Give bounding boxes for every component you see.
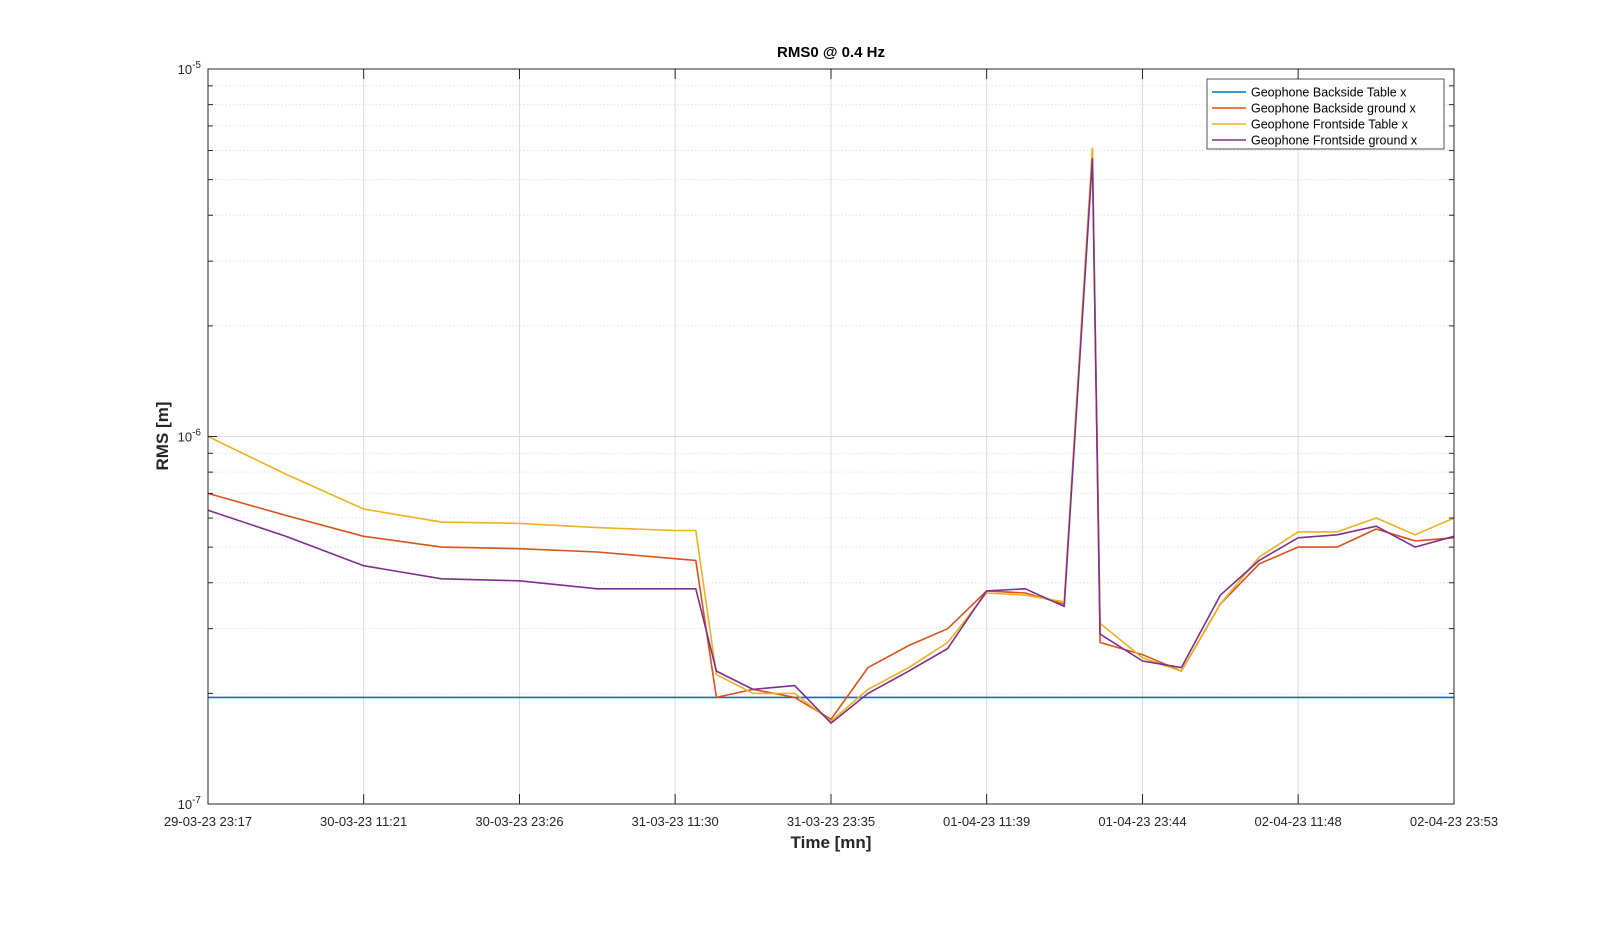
x-tick-label: 02-04-23 23:53 [1410, 814, 1498, 829]
y-tick-label: 10-6 [178, 428, 202, 445]
legend-label: Geophone Frontside ground x [1251, 134, 1418, 148]
legend-label: Geophone Backside Table x [1251, 86, 1407, 100]
x-tick-labels: 29-03-23 23:17 30-03-23 11:21 30-03-23 23:… [164, 814, 1498, 829]
legend-label: Geophone Backside ground x [1251, 102, 1416, 116]
x-tick-label: 02-04-23 11:48 [1255, 814, 1342, 829]
series-line-2 [207, 149, 1455, 721]
legend-items: Geophone Backside Table x Geophone Backsi… [1212, 86, 1418, 148]
y-tick-labels: 10-5 10-6 10-7 [178, 60, 202, 812]
x-axis-title: Time [mn] [791, 833, 872, 852]
x-tick-label: 29-03-23 23:17 [164, 814, 252, 829]
x-tick-label: 01-04-23 11:39 [943, 814, 1030, 829]
axis-ticks [207, 68, 1455, 805]
series-layer [207, 147, 1455, 724]
legend-box [1206, 78, 1445, 150]
y-tick-label: 10-7 [178, 795, 202, 812]
legend-label: Geophone Frontside Table x [1251, 118, 1409, 132]
series-line-3 [207, 147, 1455, 723]
y-tick-label: 10-5 [178, 60, 202, 77]
y-axis-title: RMS [m] [153, 402, 172, 471]
x-tick-label: 01-04-23 23:44 [1098, 814, 1186, 829]
chart-title: RMS0 @ 0.4 Hz [777, 44, 885, 61]
series-line-4 [207, 157, 1455, 724]
x-tick-label: 30-03-23 23:26 [475, 814, 563, 829]
x-tick-label: 31-03-23 23:35 [787, 814, 875, 829]
legend: Geophone Backside Table x Geophone Backsi… [1206, 78, 1445, 150]
x-tick-label: 30-03-23 11:21 [320, 814, 407, 829]
x-tick-label: 31-03-23 11:30 [632, 814, 719, 829]
